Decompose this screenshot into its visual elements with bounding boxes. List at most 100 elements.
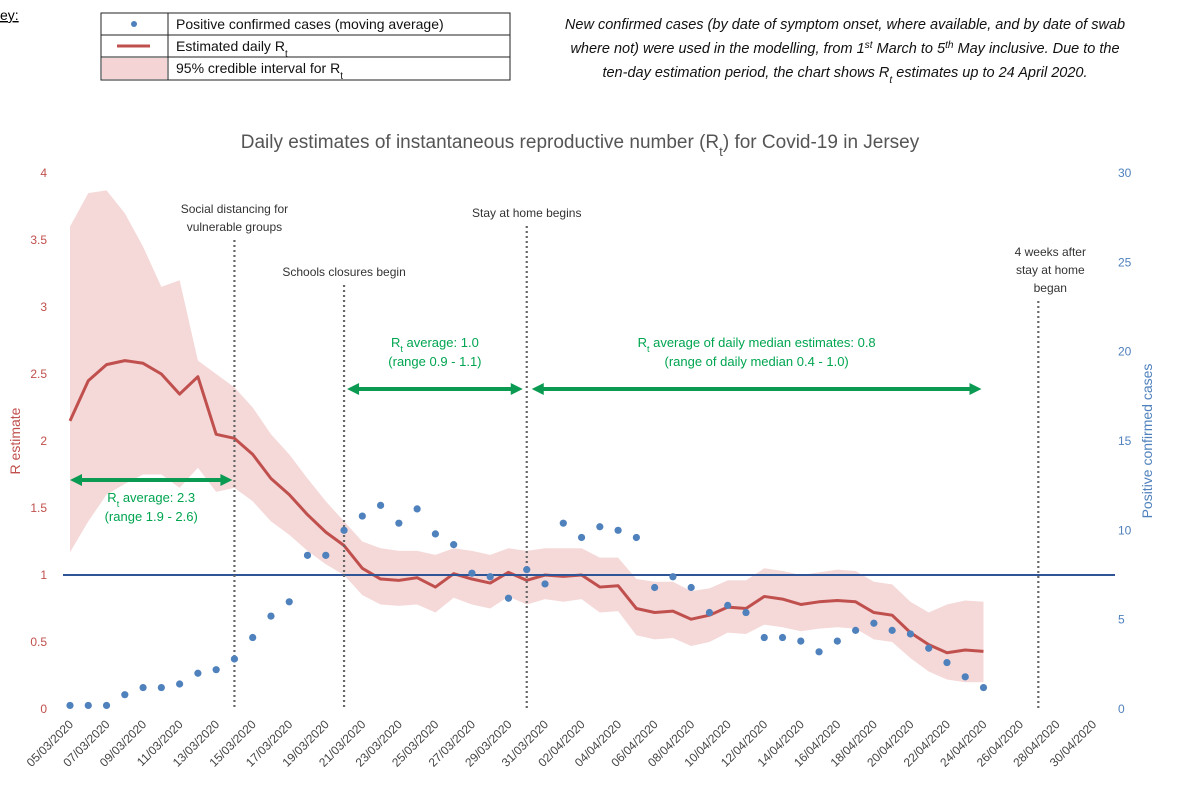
text-segment: R — [107, 490, 116, 505]
case-dot — [376, 501, 385, 509]
case-dot — [84, 701, 92, 710]
text-segment: where not) were used in the modelling, f… — [570, 41, 864, 57]
text-segment: 95% credible interval for R — [176, 60, 340, 76]
text-segment: Positive confirmed cases (moving average… — [176, 16, 444, 32]
y-tick-label: 0 — [40, 702, 47, 716]
chart-title: Daily estimates of instantaneous reprodu… — [241, 132, 920, 159]
case-dot — [358, 512, 366, 520]
case-dot — [577, 533, 586, 542]
case-dot — [760, 633, 768, 642]
text-segment: (range 1.9 - 2.6) — [105, 509, 198, 524]
note-line: where not) were used in the modelling, f… — [570, 40, 1119, 58]
y-tick-label: 3.5 — [30, 233, 47, 247]
event-label: stay at home — [1016, 263, 1085, 277]
case-dot — [669, 573, 677, 581]
y2-tick-label: 30 — [1118, 166, 1132, 180]
text-segment: ten-day estimation period, the chart sho… — [602, 65, 889, 81]
case-dot — [925, 644, 933, 652]
case-dot — [504, 594, 513, 602]
legend-label: 95% credible interval for Rt — [176, 60, 343, 82]
case-dot — [450, 541, 458, 549]
case-dot — [176, 680, 184, 688]
case-dot — [651, 583, 659, 592]
case-dot — [157, 683, 165, 692]
y2-tick-label: 0 — [1118, 702, 1125, 716]
y2-tick-label: 5 — [1118, 613, 1125, 627]
rt-line — [68, 359, 984, 655]
case-dot — [797, 637, 805, 645]
legend-label: Estimated daily Rt — [176, 38, 288, 60]
case-dot — [906, 630, 915, 638]
period-label: Rt average of daily median estimates: 0.… — [638, 335, 876, 354]
legend-swatch — [102, 58, 167, 79]
y-tick-label: 3 — [40, 300, 47, 314]
case-dot — [614, 526, 622, 534]
case-dot — [267, 612, 275, 620]
y2-tick-label: 20 — [1118, 345, 1132, 359]
text-segment: th — [945, 40, 954, 51]
case-dot — [322, 551, 330, 559]
text-segment: t — [719, 144, 723, 159]
event-label: Schools closures begin — [282, 265, 405, 279]
case-dot — [961, 673, 969, 681]
text-segment: t — [285, 49, 288, 60]
y-tick-label: 2.5 — [30, 367, 47, 381]
event-label: began — [1034, 281, 1067, 295]
y2-tick-label: 25 — [1118, 255, 1132, 269]
case-dot — [833, 637, 841, 645]
case-dot — [979, 683, 988, 692]
text-segment: Daily estimates of instantaneous reprodu… — [241, 132, 719, 153]
text-segment: t — [340, 71, 343, 82]
case-dot — [724, 601, 732, 609]
text-segment: t — [117, 499, 120, 509]
text-segment: May inclusive. Due to the — [954, 41, 1120, 57]
y-tick-label: 1.5 — [30, 501, 47, 515]
note-line: New confirmed cases (by date of symptom … — [565, 17, 1125, 33]
period-label: (range of daily median 0.4 - 1.0) — [664, 354, 848, 369]
case-dot — [870, 619, 878, 627]
case-dot — [523, 566, 531, 574]
text-segment: Estimated daily R — [176, 38, 285, 54]
case-dot — [340, 526, 348, 534]
key-label: ey: — [0, 7, 19, 23]
case-dot — [742, 608, 750, 617]
event-label: vulnerable groups — [187, 220, 282, 234]
case-dot — [139, 683, 147, 692]
case-dot — [778, 633, 787, 642]
text-segment: average of daily median estimates: 0.8 — [649, 335, 875, 350]
text-segment: March to 5 — [873, 41, 946, 57]
period-label: (range 1.9 - 2.6) — [105, 509, 198, 524]
text-segment: t — [889, 75, 893, 86]
note-line: ten-day estimation period, the chart sho… — [602, 65, 1087, 86]
y2-axis-label: Positive confirmed cases — [1139, 364, 1155, 519]
case-dot — [596, 523, 604, 531]
event-label: Stay at home begins — [472, 206, 581, 220]
case-dot — [468, 569, 476, 577]
case-dot — [815, 648, 823, 656]
text-segment: average: 2.3 — [119, 490, 195, 505]
legend-box — [100, 12, 511, 81]
period-label: Rt average: 2.3 — [107, 490, 195, 509]
case-dot — [212, 666, 220, 674]
text-segment: t — [647, 344, 650, 354]
y-tick-label: 4 — [40, 166, 47, 180]
y-tick-label: 0.5 — [30, 635, 47, 649]
legend-label: Positive confirmed cases (moving average… — [176, 16, 444, 32]
legend — [100, 12, 511, 81]
case-dot — [852, 626, 860, 634]
text-segment: (range 0.9 - 1.1) — [388, 354, 481, 369]
case-dot — [194, 669, 202, 677]
case-dot — [230, 655, 239, 663]
case-dot — [413, 505, 421, 513]
case-dot — [121, 691, 129, 699]
y2-tick-label: 15 — [1118, 434, 1132, 448]
text-segment: estimates up to 24 April 2020. — [892, 65, 1087, 81]
period-label: Rt average: 1.0 — [391, 335, 479, 354]
text-segment: ) for Covid-19 in Jersey — [723, 132, 920, 153]
event-label: 4 weeks after — [1015, 245, 1086, 259]
case-dot — [303, 551, 312, 559]
case-dot — [705, 608, 714, 617]
case-dot — [102, 701, 111, 710]
